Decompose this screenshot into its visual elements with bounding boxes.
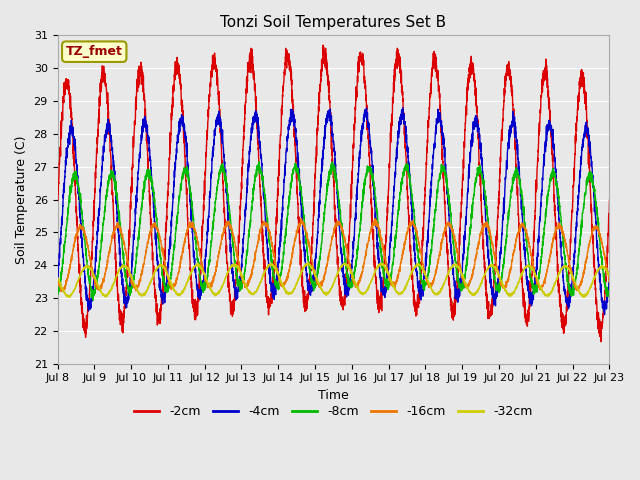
Title: Tonzi Soil Temperatures Set B: Tonzi Soil Temperatures Set B	[220, 15, 447, 30]
Text: TZ_fmet: TZ_fmet	[66, 45, 123, 58]
Legend: -2cm, -4cm, -8cm, -16cm, -32cm: -2cm, -4cm, -8cm, -16cm, -32cm	[129, 400, 538, 423]
X-axis label: Time: Time	[318, 389, 349, 402]
Y-axis label: Soil Temperature (C): Soil Temperature (C)	[15, 135, 28, 264]
